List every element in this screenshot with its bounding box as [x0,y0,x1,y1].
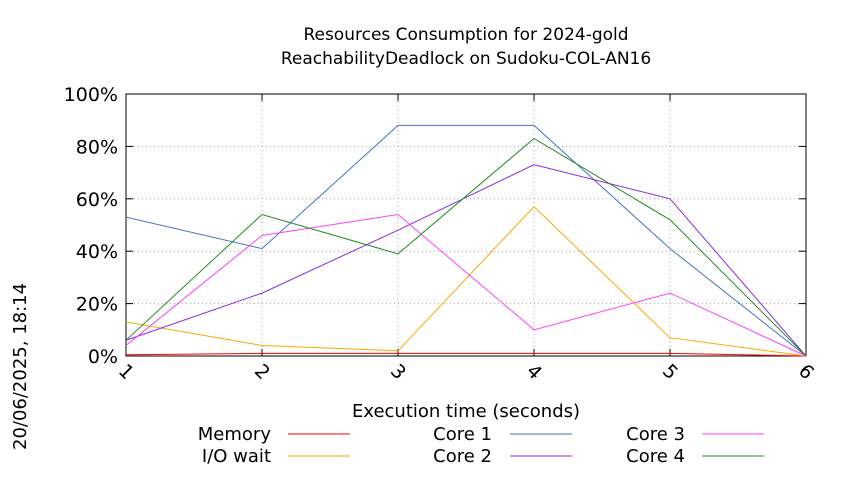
y-axis: 0% 20% 40% 60% 80% 100% [64,84,806,368]
grid [126,94,806,356]
y-tick-label: 20% [76,294,118,316]
y-tick-label: 60% [76,189,118,211]
legend-label: Memory [198,424,272,445]
x-tick-label: 4 [522,360,546,384]
legend-item: Core 4 [626,446,764,467]
legend-label: Core 1 [433,424,492,445]
x-tick-label: 6 [794,360,818,384]
series-line-core-3 [125,213,807,357]
chart-title-line1: Resources Consumption for 2024-gold [303,25,628,45]
series-line-core-2 [125,164,807,357]
timestamp: 20/06/2025, 18:14 [10,283,31,450]
legend-item: Core 2 [433,446,572,467]
plot-frame [125,93,807,357]
y-tick-label: 0% [88,346,118,368]
x-tick-label: 5 [658,360,682,384]
y-tick-label: 80% [76,136,118,158]
legend-item: Core 3 [626,424,764,445]
x-axis-label: Execution time (seconds) [352,401,580,422]
legend-item: I/O wait [202,446,350,467]
series-line-memory [125,352,807,357]
legend-label: I/O wait [202,446,271,467]
legend-item: Core 1 [433,424,572,445]
series-line-core-1 [125,124,807,357]
y-tick-label: 100% [64,84,118,106]
y-tick-label: 40% [76,241,118,263]
chart-title-line2: ReachabilityDeadlock on Sudoku-COL-AN16 [281,49,651,69]
legend-label: Core 2 [433,446,492,467]
x-tick-label: 3 [386,360,410,384]
legend-item: Memory [198,424,350,445]
series-line-i-o-wait [125,205,807,357]
series-line-core-4 [125,137,807,357]
x-tick-label: 2 [250,360,274,384]
legend-label: Core 4 [626,446,685,467]
series-lines [125,124,807,357]
legend-label: Core 3 [626,424,685,445]
